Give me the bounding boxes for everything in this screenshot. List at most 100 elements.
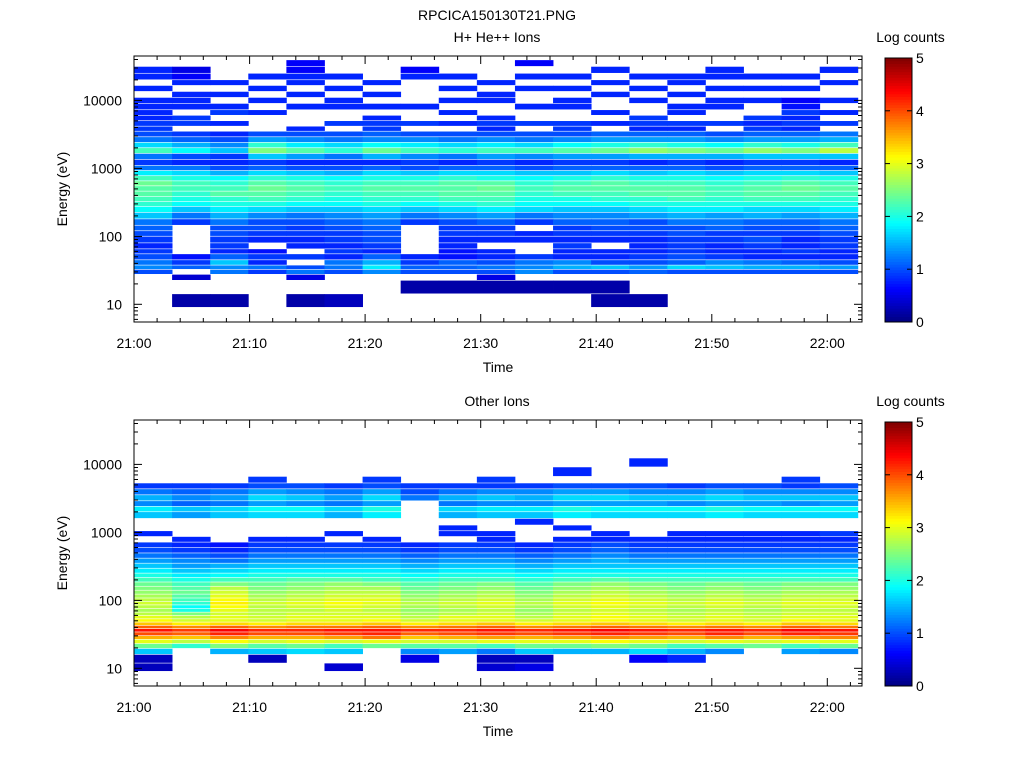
- heatmap-cell: [400, 489, 440, 495]
- heatmap-cell: [743, 568, 783, 573]
- heatmap-cell: [819, 243, 859, 249]
- y-tick-label: 10: [106, 296, 122, 312]
- heatmap-cell: [553, 142, 592, 148]
- heatmap-cell: [667, 148, 706, 154]
- heatmap-cell: [438, 186, 478, 191]
- heatmap-cell: [362, 590, 402, 594]
- heatmap-cell: [743, 225, 783, 231]
- heatmap-cell: [210, 612, 249, 616]
- heatmap-cell: [324, 586, 363, 590]
- heatmap-cell: [324, 501, 363, 507]
- heatmap-cell: [210, 632, 249, 636]
- heatmap-cell: [591, 137, 630, 143]
- heatmap-cell: [362, 563, 402, 568]
- heatmap-cell: [134, 212, 173, 219]
- heatmap-cell: [438, 573, 478, 578]
- heatmap-cell: [553, 619, 592, 622]
- heatmap-cell: [362, 186, 402, 191]
- heatmap-cell: [324, 137, 363, 143]
- heatmap-cell: [134, 512, 173, 519]
- heatmap-cell: [400, 191, 440, 197]
- heatmap-cell: [134, 85, 173, 92]
- heatmap-cell: [476, 643, 516, 649]
- heatmap-cell: [591, 489, 630, 495]
- heatmap-cell: [553, 73, 592, 80]
- heatmap-cell: [476, 225, 516, 231]
- heatmap-cell: [819, 201, 859, 207]
- heatmap-cell: [781, 137, 821, 143]
- heatmap-cell: [248, 186, 287, 191]
- heatmap-cell: [819, 605, 859, 609]
- colorbar-swatch: [885, 302, 912, 306]
- heatmap-cell: [819, 648, 859, 655]
- colorbar-swatch: [885, 680, 912, 684]
- heatmap-cell: [324, 73, 363, 80]
- heatmap-cell: [705, 165, 744, 171]
- heatmap-cell: [781, 483, 821, 489]
- heatmap-cell: [743, 558, 783, 563]
- x-tick-label: 21:10: [232, 335, 267, 351]
- heatmap-cell: [286, 142, 325, 148]
- heatmap-cell: [172, 191, 211, 197]
- heatmap-cell: [286, 103, 325, 110]
- heatmap-cell: [172, 586, 211, 590]
- heatmap-cell: [476, 542, 516, 548]
- heatmap-cell: [667, 254, 706, 260]
- heatmap-cell: [514, 573, 554, 578]
- heatmap-cell: [134, 121, 173, 126]
- heatmap-cell: [362, 103, 402, 110]
- heatmap-cell: [134, 126, 173, 131]
- colorbar-swatch: [885, 490, 912, 494]
- heatmap-cell: [591, 639, 630, 644]
- heatmap-cell: [134, 553, 173, 558]
- heatmap-cell: [705, 501, 744, 507]
- heatmap-cell: [514, 131, 554, 137]
- colorbar-swatch: [885, 154, 912, 158]
- heatmap-cell: [248, 625, 287, 629]
- heatmap-cell: [705, 225, 744, 231]
- heatmap-cell: [743, 191, 783, 197]
- colorbar-swatch: [885, 556, 912, 560]
- heatmap-cell: [362, 605, 402, 609]
- heatmap-cell: [591, 594, 630, 598]
- heatmap-cell: [210, 159, 249, 166]
- heatmap-cell: [667, 137, 706, 143]
- heatmap-cell: [705, 231, 744, 236]
- heatmap-cell: [553, 542, 592, 548]
- heatmap-cell: [667, 598, 706, 602]
- heatmap-cell: [819, 206, 859, 213]
- heatmap-cell: [667, 196, 706, 202]
- heatmap-cell: [667, 590, 706, 594]
- heatmap-cell: [819, 568, 859, 573]
- heatmap-cell: [629, 628, 668, 632]
- heatmap-cell: [591, 159, 630, 166]
- heatmap-cell: [514, 605, 554, 609]
- heatmap-cell: [514, 137, 554, 143]
- heatmap-cell: [134, 622, 173, 626]
- heatmap-cell: [438, 148, 478, 154]
- heatmap-cell: [743, 126, 783, 131]
- heatmap-cell: [629, 236, 668, 243]
- heatmap-cell: [134, 605, 173, 609]
- x-tick-label: 21:00: [116, 335, 151, 351]
- heatmap-cell: [286, 60, 325, 67]
- heatmap-cell: [819, 628, 859, 632]
- heatmap-cell: [705, 547, 744, 553]
- heatmap-cell: [286, 159, 325, 166]
- heatmap-cell: [819, 608, 859, 612]
- heatmap-cell: [667, 568, 706, 573]
- heatmap-cell: [134, 531, 173, 537]
- colorbar-swatch: [885, 559, 912, 563]
- heatmap-cell: [210, 601, 249, 605]
- colorbar-swatch: [885, 664, 912, 668]
- heatmap-cell: [591, 153, 630, 160]
- heatmap-cell: [362, 501, 402, 507]
- colorbar-swatch: [885, 170, 912, 174]
- heatmap-cell: [819, 483, 859, 489]
- heatmap-cell: [400, 625, 440, 629]
- heatmap-cell: [438, 547, 478, 553]
- heatmap-cell: [781, 648, 821, 655]
- heatmap-cell: [210, 269, 249, 275]
- heatmap-cell: [134, 598, 173, 602]
- heatmap-cell: [438, 265, 478, 270]
